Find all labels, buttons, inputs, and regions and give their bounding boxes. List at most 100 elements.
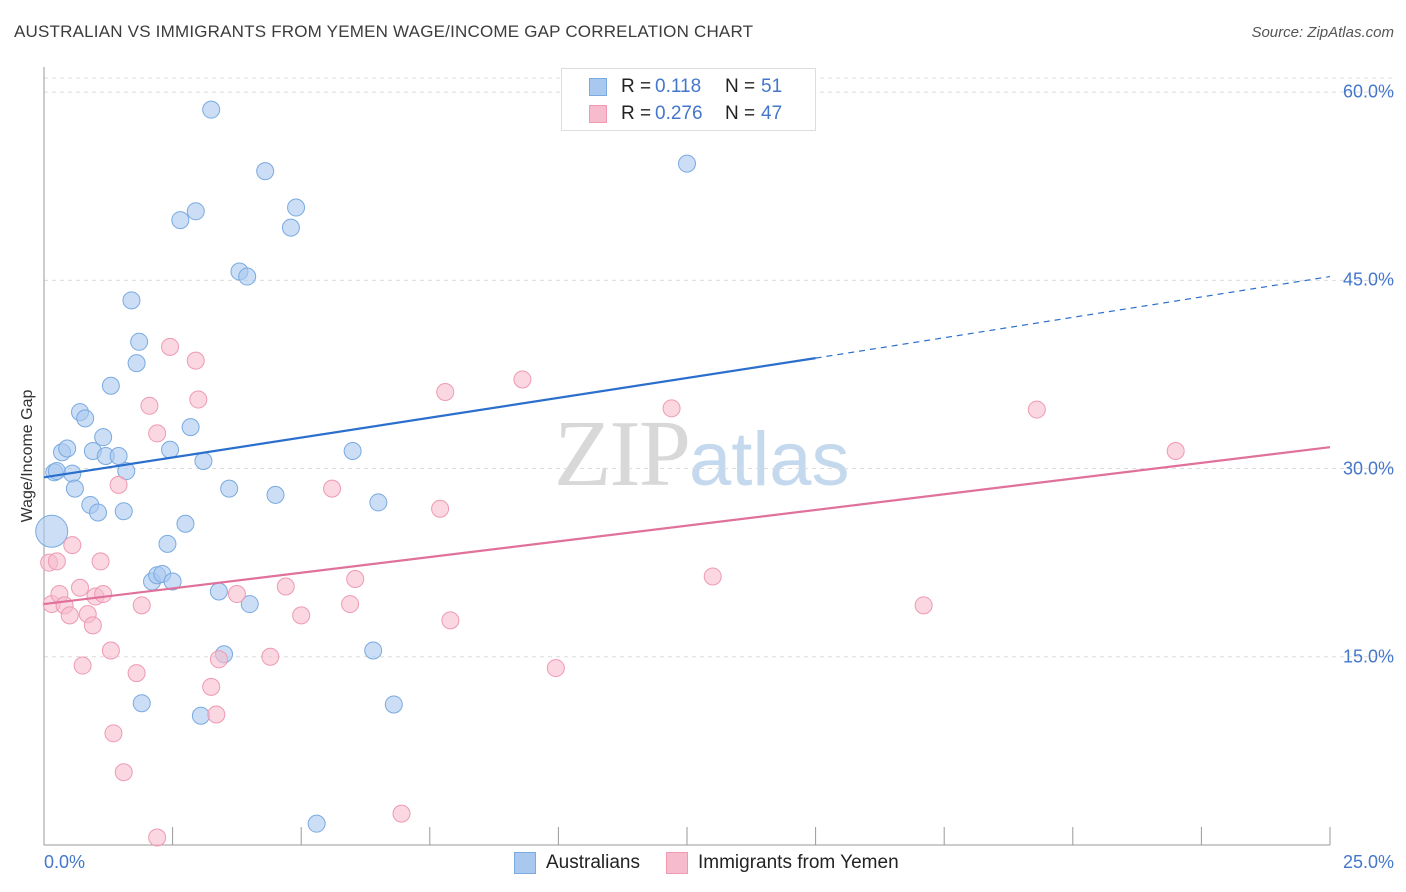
data-point-australians [364,641,383,660]
trend-line-yemen [43,446,1331,606]
data-point-yemen [292,606,311,625]
data-point-australians [122,291,141,310]
data-point-yemen [189,390,208,409]
data-point-australians [343,441,362,460]
data-point-australians [117,462,136,481]
n-label: N = [725,76,756,97]
data-point-australians [307,814,326,833]
watermark: ZIPatlas [554,400,850,508]
watermark-atlas: atlas [689,417,850,502]
legend-item-australians[interactable]: Australians [514,852,640,874]
data-point-yemen [341,595,360,614]
data-point-yemen [186,351,205,370]
data-point-yemen [94,585,113,604]
legend-label-yemen: Immigrants from Yemen [698,852,899,873]
data-point-yemen [392,804,411,823]
data-point-australians [181,418,200,437]
chart-title: AUSTRALIAN VS IMMIGRANTS FROM YEMEN WAGE… [14,22,754,41]
data-point-yemen [127,664,146,683]
data-point-yemen [209,650,228,669]
legend-label-australians: Australians [546,852,640,873]
data-point-yemen [227,585,246,604]
legend-swatch-yemen [589,105,607,123]
data-point-yemen [101,641,120,660]
legend-swatch-yemen [666,852,688,874]
data-point-yemen [47,552,66,571]
data-point-australians [65,479,84,498]
data-point-yemen [148,424,167,443]
data-point-australians [281,218,300,237]
watermark-zip: ZIP [554,402,691,506]
data-point-yemen [83,616,102,635]
trend-line-australians-extension [815,275,1331,359]
data-point-yemen [436,383,455,402]
data-point-yemen [91,552,110,571]
data-point-yemen [140,396,159,415]
legend-swatch-australians [514,852,536,874]
data-point-australians [161,440,180,459]
data-point-australians [678,154,696,173]
data-point-australians [287,198,306,217]
data-point-australians [186,202,205,221]
data-point-australians [384,695,403,714]
data-point-australians [89,503,108,522]
data-point-yemen [703,567,722,586]
data-point-australians [158,534,177,553]
data-point-yemen [1166,441,1185,460]
data-point-yemen [148,828,167,847]
data-point-yemen [114,763,133,782]
data-point-australians [194,452,213,471]
data-point-yemen [276,577,295,596]
y-tick-label: 45.0% [1342,269,1394,290]
series-legend: Australians Immigrants from Yemen [514,852,925,874]
n-value: 47 [761,103,783,124]
data-point-yemen [346,569,365,588]
data-point-australians [191,706,210,725]
data-point-australians [266,485,285,504]
data-point-yemen [207,705,226,724]
data-point-yemen [109,475,128,494]
trend-line-australians [43,357,816,479]
y-tick-label: 60.0% [1342,81,1394,102]
data-point-yemen [662,399,681,418]
data-point-australians [256,162,275,181]
data-point-yemen [513,370,532,389]
r-value: 0.118 [655,76,702,97]
data-point-australians [58,439,77,458]
data-point-australians [114,502,133,521]
data-point-australians [220,479,239,498]
data-point-yemen [73,656,92,675]
x-tick-label-max: 25.0% [1342,852,1394,872]
y-axis-label: Wage/Income Gap [19,389,36,523]
data-point-yemen [104,724,123,743]
data-point-australians [101,376,120,395]
data-point-australians [171,211,190,230]
r-value: 0.276 [655,103,703,124]
data-point-australians [109,447,128,465]
data-point-australians [240,595,259,614]
legend-item-yemen[interactable]: Immigrants from Yemen [666,852,899,874]
x-tick-label-min: 0.0% [44,852,86,872]
data-point-yemen [63,536,82,555]
r-label: R = [621,103,652,124]
data-point-yemen [132,596,151,615]
stats-legend-row-yemen: R = 0.276 N = 47 [589,103,782,125]
y-tick-label: 30.0% [1342,458,1394,479]
data-point-australians [132,694,151,713]
data-point-australians [130,332,149,351]
data-point-yemen [546,659,565,678]
data-point-australians [209,582,228,601]
data-point-australians [163,572,182,591]
data-point-australians [127,354,146,373]
data-point-yemen [71,578,90,597]
data-point-yemen [431,499,450,518]
data-point-yemen [261,647,280,666]
data-point-australians [35,514,69,548]
data-point-australians [94,428,113,447]
stats-legend-row-australians: R = 0.118 N = 51 [589,76,782,98]
data-point-yemen [1027,400,1046,419]
data-point-yemen [60,606,79,625]
data-point-australians [202,100,221,119]
